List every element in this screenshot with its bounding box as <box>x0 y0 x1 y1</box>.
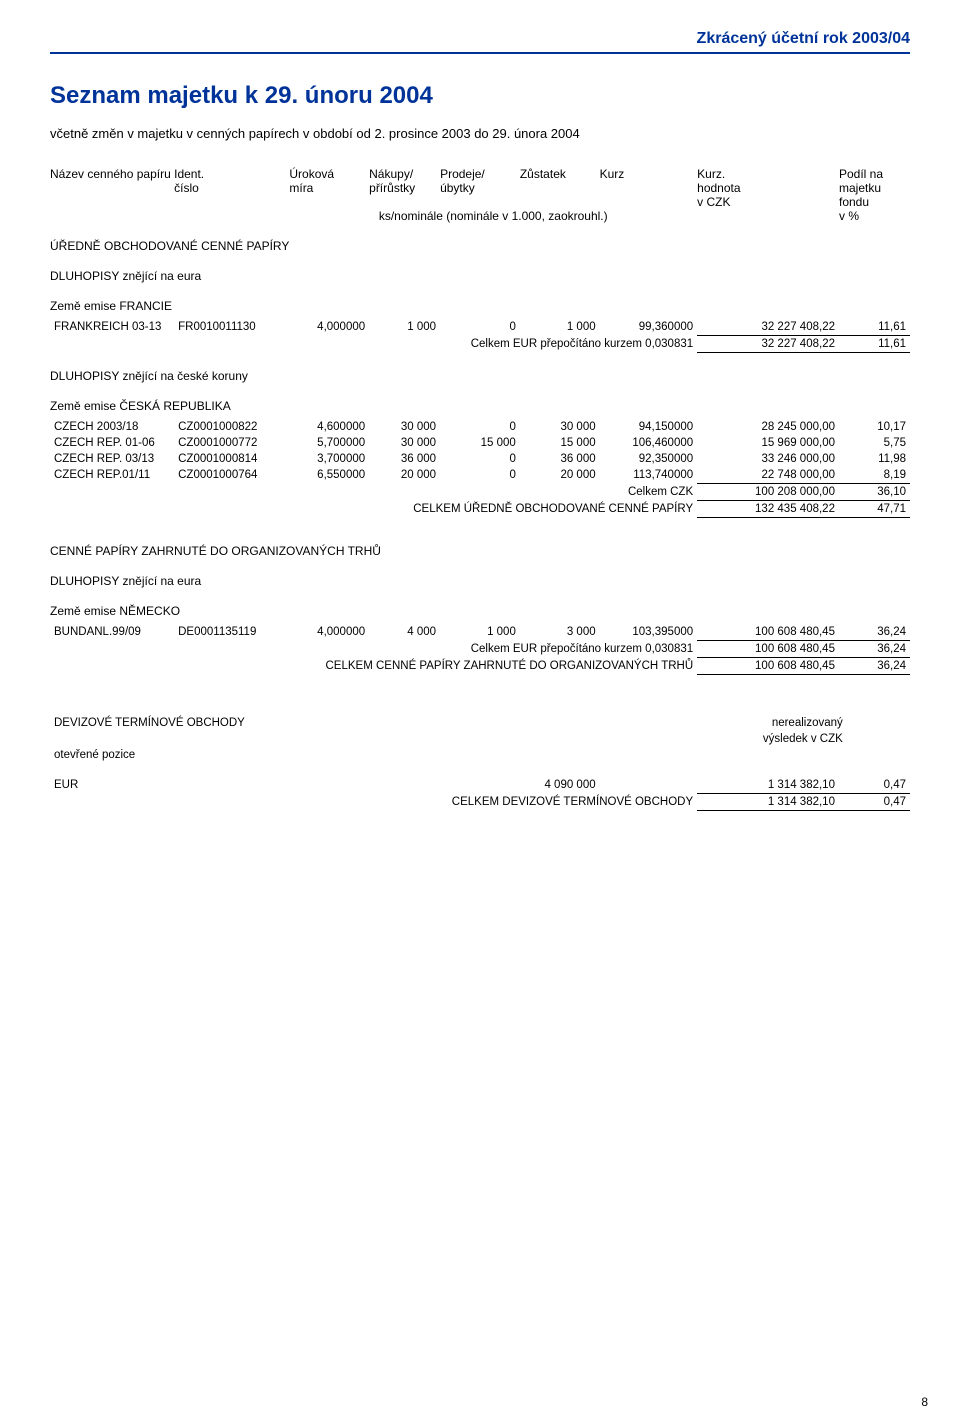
unrealised-label-1: nerealizovaný <box>714 715 847 731</box>
page-number: 8 <box>921 1395 928 1409</box>
col-prod-1: Prodeje/ <box>440 167 520 181</box>
table-forwards: EUR 4 090 000 1 314 382,10 0,47 CELKEM D… <box>50 777 910 811</box>
nominal-note: ks/nominále (nominále v 1.000, zaokrouhl… <box>289 209 697 223</box>
col-pod-2: majetku <box>839 181 910 195</box>
divider <box>50 52 910 54</box>
col-pod-1: Podíl na <box>839 167 910 181</box>
section-bonds-eur-2: DLUHOPISY znějící na eura <box>50 574 910 588</box>
doc-period-header: Zkrácený účetní rok 2003/04 <box>50 30 910 48</box>
table-row: CZECH REP. 03/13 CZ0001000814 3,700000 3… <box>50 451 910 467</box>
table-france: FRANKREICH 03-13 FR0010011130 4,000000 1… <box>50 319 910 353</box>
section-official: ÚŘEDNĚ OBCHODOVANÉ CENNÉ PAPÍRY <box>50 239 910 253</box>
table-total-row: Celkem EUR přepočítáno kurzem 0,030831 1… <box>50 641 910 658</box>
col-zust-1: Zůstatek <box>520 167 600 181</box>
col-ident-1: Ident. <box>174 167 289 181</box>
table-total-row: CELKEM ÚŘEDNĚ OBCHODOVANÉ CENNÉ PAPÍRY 1… <box>50 501 910 518</box>
col-ident-2: číslo <box>174 181 289 195</box>
open-positions-label: otevřené pozice <box>50 747 249 763</box>
table-row: CZECH 2003/18 CZ0001000822 4,600000 30 0… <box>50 419 910 435</box>
forwards-header: DEVIZOVÉ TERMÍNOVÉ OBCHODY nerealizovaný… <box>50 715 910 763</box>
col-rate-2: míra <box>289 181 369 195</box>
unrealised-label-2: výsledek v CZK <box>714 731 847 747</box>
section-forwards: DEVIZOVÉ TERMÍNOVÉ OBCHODY <box>50 715 249 731</box>
col-nak-2: přírůstky <box>369 181 440 195</box>
table-row: FRANKREICH 03-13 FR0010011130 4,000000 1… <box>50 319 910 336</box>
page-title: Seznam majetku k 29. únoru 2004 <box>50 82 910 110</box>
table-row: EUR 4 090 000 1 314 382,10 0,47 <box>50 777 910 794</box>
table-row: CZECH REP. 01-06 CZ0001000772 5,700000 3… <box>50 435 910 451</box>
table-total-row: Celkem EUR přepočítáno kurzem 0,030831 3… <box>50 336 910 353</box>
column-headers: Název cenného papíru Ident. Úroková Náku… <box>50 167 910 223</box>
table-germany: BUNDANL.99/09 DE0001135119 4,000000 4 00… <box>50 624 910 675</box>
col-pod-3: fondu <box>839 195 910 209</box>
section-country-fr: Země emise FRANCIE <box>50 299 910 313</box>
col-kurz-1: Kurz <box>600 167 698 181</box>
col-rate-1: Úroková <box>289 167 369 181</box>
page-subtitle: včetně změn v majetku v cenných papírech… <box>50 126 910 141</box>
col-pod-4: v % <box>839 209 910 223</box>
table-total-row: Celkem CZK 100 208 000,00 36,10 <box>50 484 910 501</box>
col-name-1: Název cenného papíru <box>50 167 174 181</box>
col-hod-2: hodnota <box>697 181 839 195</box>
section-bonds-eur: DLUHOPISY znějící na eura <box>50 269 910 283</box>
table-total-row: CELKEM CENNÉ PAPÍRY ZAHRNUTÉ DO ORGANIZO… <box>50 658 910 675</box>
table-czech: CZECH 2003/18 CZ0001000822 4,600000 30 0… <box>50 419 910 518</box>
col-prod-2: úbytky <box>440 181 520 195</box>
col-hod-3: v CZK <box>697 195 839 209</box>
col-nak-1: Nákupy/ <box>369 167 440 181</box>
section-org-markets: CENNÉ PAPÍRY ZAHRNUTÉ DO ORGANIZOVANÝCH … <box>50 544 910 558</box>
section-country-de: Země emise NĚMECKO <box>50 604 910 618</box>
section-bonds-czk: DLUHOPISY znějící na české koruny <box>50 369 910 383</box>
col-hod-1: Kurz. <box>697 167 839 181</box>
table-total-row: CELKEM DEVIZOVÉ TERMÍNOVÉ OBCHODY 1 314 … <box>50 794 910 811</box>
table-row: BUNDANL.99/09 DE0001135119 4,000000 4 00… <box>50 624 910 641</box>
table-row: CZECH REP.01/11 CZ0001000764 6,550000 20… <box>50 467 910 484</box>
section-country-cz: Země emise ČESKÁ REPUBLIKA <box>50 399 910 413</box>
